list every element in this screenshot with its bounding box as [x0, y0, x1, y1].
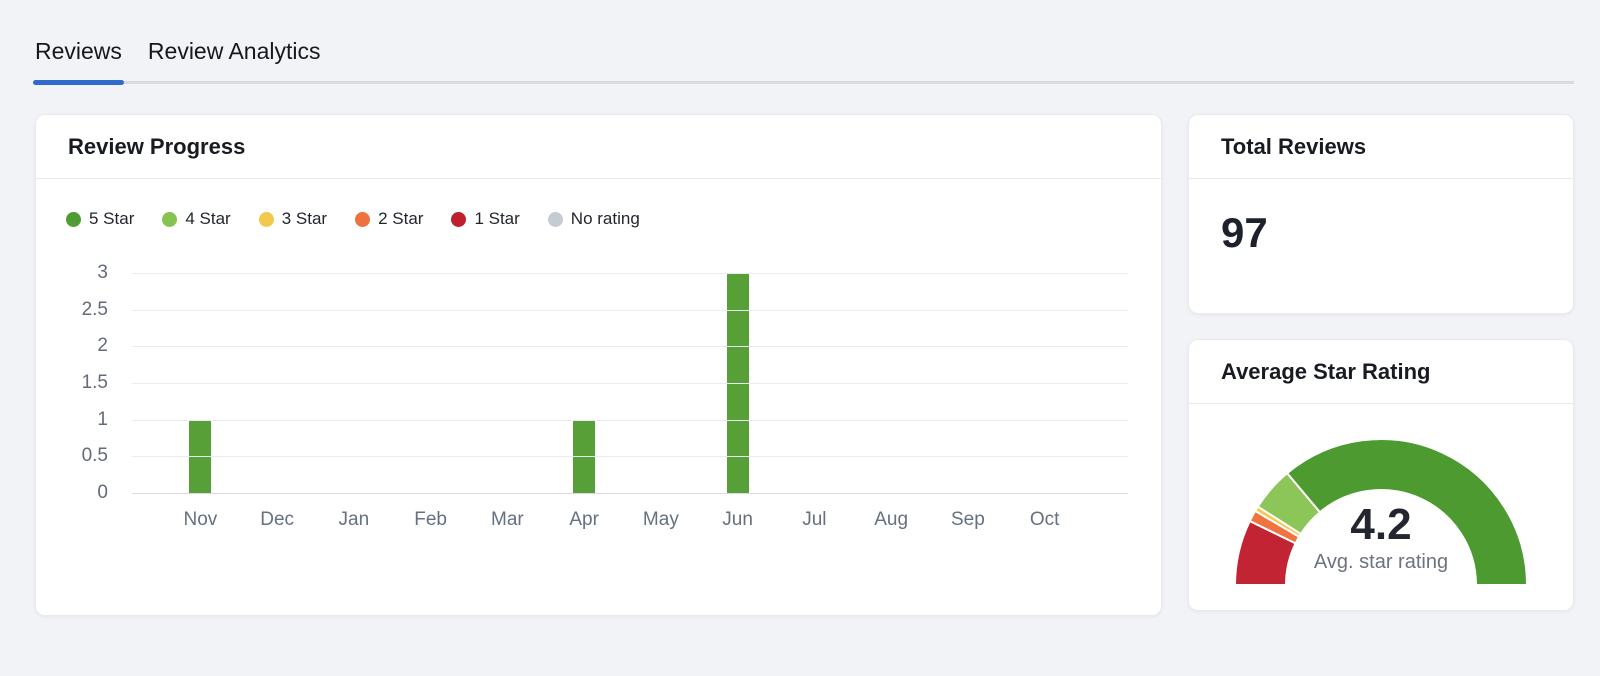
grid-line [132, 346, 1128, 348]
gauge-value: 4.2 [1350, 500, 1412, 549]
legend-label: No rating [570, 209, 640, 228]
y-axis-label: 0 [97, 482, 108, 503]
legend-dot-icon [258, 211, 274, 227]
average-star-rating-title: Average Star Rating [1221, 358, 1431, 384]
legend-item-1-star[interactable]: 1 Star [451, 209, 520, 229]
legend-item-2-star[interactable]: 2 Star [355, 209, 423, 229]
review-progress-header: Review Progress [36, 115, 1161, 179]
tab-review-analytics[interactable]: Review Analytics [148, 38, 321, 81]
x-axis-label-jun: Jun [722, 509, 753, 530]
total-reviews-card: Total Reviews 97 [1188, 114, 1574, 314]
x-axis-labels: Nov Dec Jan Feb Mar Apr May Jun Jul Aug Sep Oct [132, 509, 1128, 531]
grid-line [132, 493, 1128, 494]
legend-label: 4 Star [185, 209, 231, 228]
tab-reviews-label: Reviews [35, 38, 122, 64]
y-axis-label: 2 [97, 335, 108, 357]
x-axis-label-jul: Jul [802, 509, 827, 530]
tab-bar: Reviews Review Analytics [33, 38, 1574, 85]
y-axis-label: 1 [97, 408, 108, 430]
gauge-segment-5-star [1285, 438, 1528, 586]
legend-label: 2 Star [378, 209, 424, 228]
total-reviews-value: 97 [1221, 209, 1268, 256]
gauge-svg [1234, 438, 1528, 586]
legend-label: 5 Star [89, 209, 135, 228]
x-axis-label-jan: Jan [338, 509, 370, 530]
grid-line [132, 273, 1128, 274]
legend-dot-icon [355, 211, 371, 227]
total-reviews-title: Total Reviews [1221, 133, 1367, 159]
grid-line [132, 456, 1128, 458]
bar-chart: 0 0.5 1 1.5 2 2.5 3 [82, 262, 1128, 503]
x-axis-label-aug: Aug [874, 509, 909, 530]
dashboard-content: Review Progress 5 Star 4 Star 3 Star 2 Star… [35, 114, 1574, 616]
x-axis-label-feb: Feb [414, 509, 447, 530]
grid-line [132, 419, 1128, 421]
review-progress-body: 5 Star 4 Star 3 Star 2 Star 1 Star No rating … [36, 209, 1161, 531]
legend-label: 3 Star [281, 209, 328, 228]
legend-dot-icon [451, 211, 467, 227]
legend-item-4-star[interactable]: 4 Star [162, 209, 231, 229]
legend-dot-icon [162, 211, 178, 227]
grid-line [132, 383, 1128, 384]
total-reviews-header: Total Reviews [1189, 115, 1573, 179]
gauge-caption: Avg. star rating [1313, 551, 1449, 573]
review-progress-title: Review Progress [68, 133, 246, 159]
chart-legend: 5 Star 4 Star 3 Star 2 Star 1 Star No rating [66, 209, 1161, 229]
right-column: Total Reviews 97 Average Star Rating 4.2… [1188, 114, 1574, 616]
legend-item-3-star[interactable]: 3 Star [258, 209, 328, 229]
tab-review-analytics-label: Review Analytics [147, 38, 321, 64]
legend-label: 1 Star [474, 209, 520, 228]
y-axis-label: 0.5 [81, 445, 108, 467]
y-axis-label: 1.5 [81, 372, 108, 393]
grid-line [132, 309, 1128, 311]
y-axis-label: 3 [97, 262, 108, 283]
legend-item-5-star[interactable]: 5 Star [66, 209, 134, 229]
active-tab-underline [33, 80, 124, 85]
x-axis-label-sep: Sep [950, 509, 985, 530]
x-axis-label-oct: Oct [1029, 509, 1060, 530]
review-progress-card: Review Progress 5 Star 4 Star 3 Star 2 Star… [35, 114, 1162, 616]
average-star-rating-header: Average Star Rating [1189, 340, 1573, 404]
legend-dot-icon [547, 211, 563, 227]
y-axis-label: 2.5 [81, 298, 108, 320]
x-axis-label-apr: Apr [569, 509, 599, 530]
average-star-rating-card: Average Star Rating 4.2 Avg. star rating [1188, 339, 1574, 611]
x-axis-label-dec: Dec [260, 509, 295, 530]
legend-item-no-rating[interactable]: No rating [547, 209, 640, 229]
x-axis-label-nov: Nov [183, 509, 218, 530]
x-axis-label-may: May [642, 509, 679, 530]
gauge-chart: 4.2 Avg. star rating [1234, 437, 1528, 587]
x-axis-label-mar: Mar [491, 509, 524, 530]
tab-reviews[interactable]: Reviews [33, 38, 124, 85]
legend-dot-icon [66, 211, 81, 227]
